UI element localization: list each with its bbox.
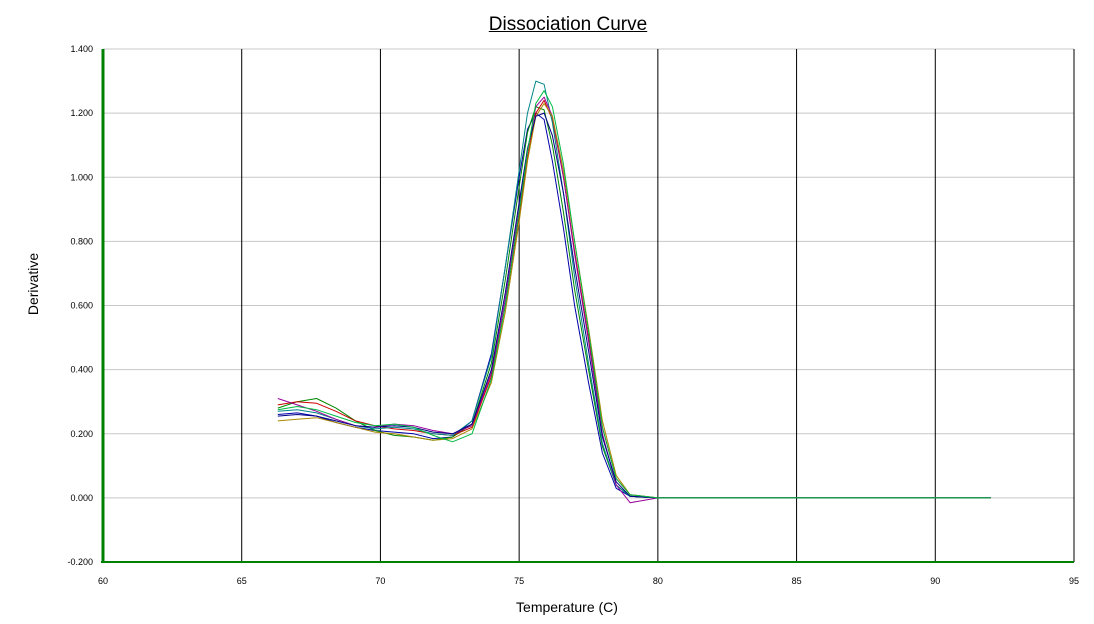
axes: [101, 49, 1074, 563]
series-line: [277, 96, 991, 504]
x-tick-label: 65: [237, 576, 247, 586]
y-tick-label: 0.600: [70, 301, 93, 311]
x-tick-label: 60: [98, 576, 108, 586]
y-tick-label: 1.400: [70, 44, 93, 54]
y-tick-label: 1.200: [70, 108, 93, 118]
series-line: [277, 99, 991, 499]
series-line: [277, 106, 991, 499]
y-tick-label: 0.400: [70, 365, 93, 375]
grid: [103, 48, 1075, 563]
x-tick-label: 75: [514, 576, 524, 586]
chart-title: Dissociation Curve: [488, 14, 648, 35]
y-tick-label: 1.000: [70, 172, 93, 182]
series-line: [277, 112, 991, 499]
y-tick-label: 0.000: [70, 493, 93, 503]
x-tick-label: 70: [375, 576, 385, 586]
y-tick-label: 0.200: [70, 429, 93, 439]
series-line: [277, 90, 991, 499]
x-axis-label: Temperature (C): [516, 599, 618, 615]
series-line: [277, 103, 991, 499]
x-tick-label: 80: [653, 576, 663, 586]
y-tick-label: -0.200: [67, 557, 93, 567]
series-line: [277, 80, 991, 499]
x-tick-label: 90: [930, 576, 940, 586]
x-tick-label: 85: [792, 576, 802, 586]
x-tick-label: 95: [1069, 576, 1079, 586]
tick-labels: -0.200 0.000 0.200 0.400 0.600 0.800 1.000 1.20…: [67, 44, 1079, 586]
series-group: [277, 80, 991, 504]
y-tick-label: 0.800: [70, 236, 93, 246]
